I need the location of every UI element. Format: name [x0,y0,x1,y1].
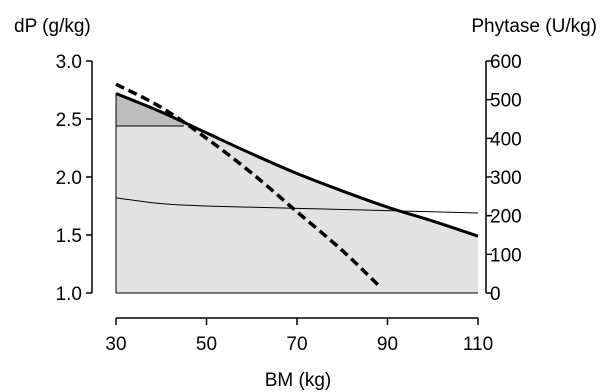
y-right-tick-label: 200 [490,207,522,228]
y-right-tick-label: 500 [490,91,522,112]
y-axis-label-right: Phytase (U/kg) [471,16,597,37]
y-left-tick-label: 3.0 [56,52,82,73]
x-tick-label: 90 [377,334,398,355]
phytase-dashed-line [115,82,380,287]
y-right-tick-label: 0 [490,284,501,305]
y-left-tick-label: 2.0 [56,168,82,189]
y-right-tick-label: 100 [490,245,522,266]
y-left-tick-label: 1.0 [56,284,82,305]
series-lines [115,82,479,294]
axes [86,60,492,325]
y-left-tick-label: 1.5 [56,226,82,247]
x-axis-label: BM (kg) [265,370,332,391]
lower-boundary-line [115,197,479,214]
y-right-tick-label: 600 [490,52,522,73]
x-tick-label: 70 [286,334,307,355]
y-left-tick-label: 2.5 [56,110,82,131]
upper-boundary-line [115,92,479,238]
y-right-tick-label: 300 [490,168,522,189]
y-right-tick-label: 400 [490,129,522,150]
x-tick-label: 30 [105,334,126,355]
x-tick-label: 110 [463,334,493,355]
tick-labels: 1.0 1.5 2.0 2.5 3.0 0 100 200 300 400 500 600 30 50 70… [56,52,522,355]
x-tick-label: 50 [196,334,217,355]
fill-light [116,93,478,293]
y-axis-label-left: dP (g/kg) [14,16,91,37]
area-fills [116,93,478,293]
